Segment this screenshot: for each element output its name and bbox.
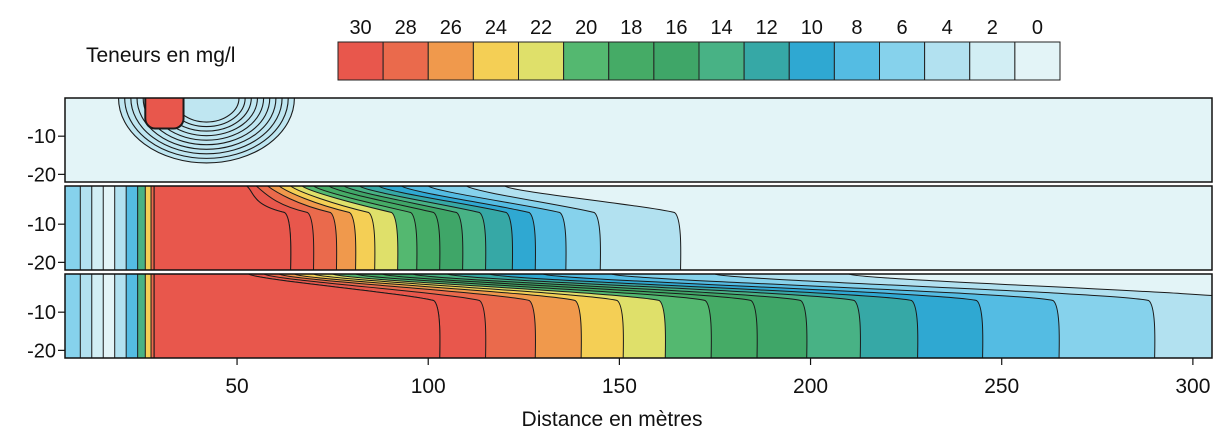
legend-level-label: 6 bbox=[897, 17, 908, 39]
y-tick-label: -20 bbox=[27, 164, 56, 186]
legend-swatch bbox=[788, 41, 835, 81]
legend-level-label: 22 bbox=[530, 17, 552, 39]
legend-swatch bbox=[969, 41, 1016, 81]
legend-swatch bbox=[518, 41, 565, 81]
legend-swatch bbox=[563, 41, 610, 81]
panel-1 bbox=[65, 98, 1212, 182]
y-tick-label: -10 bbox=[27, 214, 56, 236]
color-legend: 30 28 26 24 22 20 18 16 14 12 10 8 6 4 2 0 bbox=[337, 17, 1061, 81]
legend-swatch bbox=[337, 41, 384, 81]
y-tick-label: -10 bbox=[27, 126, 56, 148]
legend-level-label: 10 bbox=[801, 17, 823, 39]
panel-2 bbox=[65, 186, 1212, 270]
legend-level-label: 8 bbox=[851, 17, 862, 39]
legend-level-label: 30 bbox=[349, 17, 371, 39]
x-tick-label: 150 bbox=[602, 375, 637, 398]
y-tick-label: -20 bbox=[27, 252, 56, 274]
panel-frame bbox=[64, 185, 1213, 271]
plume-contour bbox=[154, 98, 259, 137]
legend-swatch bbox=[833, 41, 880, 81]
legend-level-label: 0 bbox=[1032, 17, 1043, 39]
legend-level-label: 24 bbox=[485, 17, 507, 39]
legend-level-label: 28 bbox=[395, 17, 417, 39]
legend-swatch bbox=[879, 41, 926, 81]
legend-swatch bbox=[653, 41, 700, 81]
legend-swatch bbox=[698, 41, 745, 81]
plume-contour bbox=[161, 98, 252, 132]
y-tick-label: -20 bbox=[27, 340, 56, 362]
plume-contour bbox=[136, 98, 277, 150]
legend-swatch bbox=[472, 41, 519, 81]
x-tick-label: 250 bbox=[984, 375, 1019, 398]
panel-frame bbox=[64, 273, 1213, 359]
legend-swatch bbox=[1014, 41, 1061, 81]
legend-swatch bbox=[743, 41, 790, 81]
legend-level-label: 14 bbox=[710, 17, 732, 39]
legend-level-label: 2 bbox=[987, 17, 998, 39]
contour-panels bbox=[64, 97, 1213, 359]
x-tick-label: 100 bbox=[411, 375, 446, 398]
x-tick-label: 300 bbox=[1175, 375, 1210, 398]
core-front bbox=[153, 186, 292, 270]
x-axis-label: Distance en mètres bbox=[521, 408, 703, 431]
legend-title: Teneurs en mg/l bbox=[86, 44, 236, 67]
x-tick-label: 200 bbox=[793, 375, 828, 398]
plume-contour bbox=[173, 98, 240, 123]
inlet-band bbox=[65, 186, 81, 270]
y-tick-label: -10 bbox=[27, 302, 56, 324]
legend-swatch bbox=[924, 41, 971, 81]
legend-swatch bbox=[608, 41, 655, 81]
legend-swatch bbox=[427, 41, 474, 81]
x-tick-label: 50 bbox=[225, 375, 248, 398]
legend-level-label: 26 bbox=[440, 17, 462, 39]
axes: -10 -20 -10 -20 -10 -20 50 100 150 200 250 300 bbox=[27, 126, 1210, 398]
source-zone bbox=[144, 98, 185, 130]
plume-contour bbox=[124, 98, 289, 159]
core-front bbox=[153, 274, 441, 358]
legend-swatch bbox=[382, 41, 429, 81]
plume-contour bbox=[148, 98, 265, 141]
legend-level-label: 16 bbox=[665, 17, 687, 39]
legend-level-label: 4 bbox=[942, 17, 953, 39]
plume-contour bbox=[142, 98, 271, 146]
inlet-band bbox=[65, 274, 81, 358]
legend-level-label: 20 bbox=[575, 17, 597, 39]
panel-3 bbox=[65, 274, 1212, 358]
panel-frame bbox=[64, 97, 1213, 183]
legend-level-label: 18 bbox=[620, 17, 642, 39]
legend-level-label: 12 bbox=[756, 17, 778, 39]
plume-contour bbox=[130, 98, 283, 155]
